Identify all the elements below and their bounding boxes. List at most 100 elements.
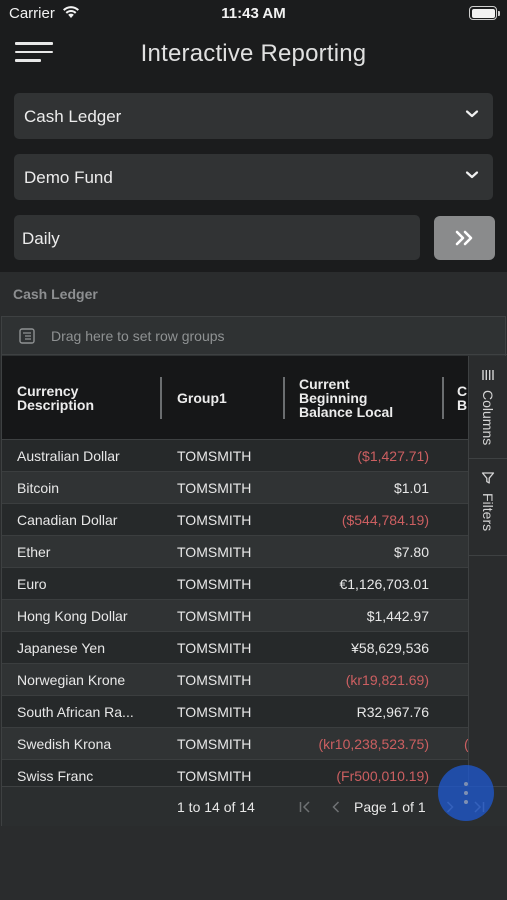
battery-icon <box>469 6 500 20</box>
column-resize-handle[interactable] <box>442 377 444 419</box>
group-cell: TOMSMITH <box>177 640 252 656</box>
row-count-summary: 1 to 14 of 14 <box>177 799 255 815</box>
column-header-next[interactable]: C B <box>457 356 468 439</box>
clock: 11:43 AM <box>221 5 286 22</box>
section-title: Cash Ledger <box>13 286 98 302</box>
column-header-label: C <box>457 383 468 399</box>
filters-panel-label: Filters <box>480 493 496 532</box>
group-cell: TOMSMITH <box>177 512 252 528</box>
currency-cell: Bitcoin <box>17 480 60 496</box>
column-header-label: Current <box>299 376 350 392</box>
table-row[interactable]: Swedish Krona TOMSMITH (kr10,238,523.75) ( <box>2 728 468 760</box>
column-header-label: B <box>457 397 468 413</box>
group-cell: TOMSMITH <box>177 480 252 496</box>
currency-cell: Ether <box>17 544 51 560</box>
run-report-button[interactable] <box>434 216 495 260</box>
currency-cell: Norwegian Krone <box>17 672 126 688</box>
grid-body: Australian Dollar TOMSMITH ($1,427.71) Bitc… <box>2 440 468 786</box>
column-resize-handle[interactable] <box>160 377 162 419</box>
column-resize-handle[interactable] <box>283 377 285 419</box>
column-header-label: Description <box>17 397 95 413</box>
report-section: Cash Ledger Drag here to set row groups … <box>0 272 507 900</box>
fund-select[interactable]: Demo Fund <box>14 154 493 200</box>
report-type-value: Cash Ledger <box>24 107 122 126</box>
table-row[interactable]: Canadian Dollar TOMSMITH ($544,784.19) <box>2 504 468 536</box>
row-group-icon <box>19 328 35 344</box>
more-vertical-icon <box>464 782 468 786</box>
currency-cell: Hong Kong Dollar <box>17 608 128 624</box>
group-cell: TOMSMITH <box>177 544 252 560</box>
group-cell: TOMSMITH <box>177 672 252 688</box>
columns-panel-button[interactable]: Columns <box>469 356 507 458</box>
report-type-select[interactable]: Cash Ledger <box>14 93 493 139</box>
filters-panel-button[interactable]: Filters <box>469 459 507 555</box>
beginning-balance-cell: ($544,784.19) <box>341 512 429 528</box>
columns-icon <box>482 370 494 380</box>
pagination-bar: 1 to 14 of 14 Page 1 of 1 <box>2 786 507 826</box>
period-value: Daily <box>22 229 60 248</box>
beginning-balance-cell: ¥58,629,536 <box>351 640 429 656</box>
more-actions-button[interactable] <box>438 765 494 821</box>
grid-side-bar: Columns Filters <box>468 356 507 786</box>
group-cell: TOMSMITH <box>177 768 252 784</box>
column-header-label: Group1 <box>177 390 227 406</box>
columns-panel-label: Columns <box>480 390 496 446</box>
beginning-balance-cell: ($1,427.71) <box>357 448 429 464</box>
table-row[interactable]: Euro TOMSMITH €1,126,703.01 <box>2 568 468 600</box>
group-cell: TOMSMITH <box>177 736 252 752</box>
table-row[interactable]: Bitcoin TOMSMITH $1.01 <box>2 472 468 504</box>
page-title: Interactive Reporting <box>140 40 367 67</box>
currency-cell: Swiss Franc <box>17 768 94 784</box>
row-group-drop-zone[interactable]: Drag here to set row groups <box>2 317 507 355</box>
column-header-group1[interactable]: Group1 <box>177 356 277 439</box>
previous-page-icon[interactable] <box>329 800 343 814</box>
beginning-balance-cell: (kr19,821.69) <box>345 672 429 688</box>
currency-cell: Australian Dollar <box>17 448 120 464</box>
beginning-balance-cell: (kr10,238,523.75) <box>318 736 429 752</box>
page-indicator: Page 1 of 1 <box>354 799 426 815</box>
beginning-balance-cell: R32,967.76 <box>356 704 429 720</box>
group-cell: TOMSMITH <box>177 704 252 720</box>
table-row[interactable]: Hong Kong Dollar TOMSMITH $1,442.97 <box>2 600 468 632</box>
chevron-down-icon <box>465 110 479 118</box>
grid-header: Currency Description Group1 Current Begi… <box>2 356 468 440</box>
next-column-cell: ( <box>464 736 468 752</box>
column-header-currency[interactable]: Currency Description <box>17 356 157 439</box>
table-row[interactable]: South African Ra... TOMSMITH R32,967.76 <box>2 696 468 728</box>
beginning-balance-cell: $1,442.97 <box>366 608 429 624</box>
beginning-balance-cell: $7.80 <box>393 544 429 560</box>
currency-cell: Japanese Yen <box>17 640 105 656</box>
double-chevron-right-icon <box>455 230 473 246</box>
column-header-label: Beginning <box>299 390 368 406</box>
currency-cell: Euro <box>17 576 47 592</box>
app-header: Interactive Reporting <box>0 30 507 78</box>
table-row[interactable]: Swiss Franc TOMSMITH (Fr500,010.19) <box>2 760 468 786</box>
beginning-balance-cell: (Fr500,010.19) <box>336 768 429 784</box>
first-page-icon[interactable] <box>298 800 312 814</box>
table-row[interactable]: Australian Dollar TOMSMITH ($1,427.71) <box>2 440 468 472</box>
column-header-label: Balance Local <box>299 404 394 420</box>
group-cell: TOMSMITH <box>177 608 252 624</box>
column-header-label: Currency <box>17 383 79 399</box>
currency-cell: Swedish Krona <box>17 736 112 752</box>
period-field[interactable]: Daily <box>14 215 420 260</box>
hamburger-menu-icon[interactable] <box>15 42 55 64</box>
carrier-label: Carrier <box>9 5 55 22</box>
column-header-beginning-balance[interactable]: Current Beginning Balance Local <box>299 356 439 439</box>
group-cell: TOMSMITH <box>177 448 252 464</box>
currency-cell: Canadian Dollar <box>17 512 118 528</box>
table-row[interactable]: Japanese Yen TOMSMITH ¥58,629,536 <box>2 632 468 664</box>
chevron-down-icon <box>465 171 479 179</box>
filter-icon <box>481 472 495 484</box>
fund-value: Demo Fund <box>24 168 113 187</box>
wifi-icon <box>63 6 79 18</box>
beginning-balance-cell: $1.01 <box>393 480 429 496</box>
data-grid: Drag here to set row groups Currency Des… <box>1 316 507 826</box>
status-bar: Carrier 11:43 AM <box>0 0 507 28</box>
row-group-placeholder: Drag here to set row groups <box>51 328 225 344</box>
beginning-balance-cell: €1,126,703.01 <box>339 576 429 592</box>
group-cell: TOMSMITH <box>177 576 252 592</box>
table-row[interactable]: Norwegian Krone TOMSMITH (kr19,821.69) <box>2 664 468 696</box>
table-row[interactable]: Ether TOMSMITH $7.80 <box>2 536 468 568</box>
currency-cell: South African Ra... <box>17 704 134 720</box>
